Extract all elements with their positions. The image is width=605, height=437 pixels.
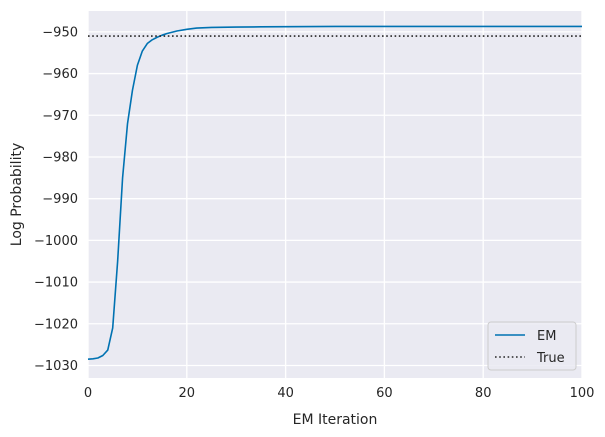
legend-label-true: True — [536, 351, 565, 366]
plot-area — [88, 11, 582, 378]
x-tick-label: 0 — [84, 386, 92, 401]
y-axis-label: Log Probability — [9, 143, 25, 246]
y-tick-label: −970 — [42, 109, 78, 124]
y-tick-label: −960 — [42, 67, 78, 82]
tick-labels: 0 20 40 60 80 100 −950 −960 −970 −980 −990 −1000 −10… — [34, 25, 594, 401]
series-lines — [87, 25, 582, 361]
y-tick-label: −1030 — [34, 359, 78, 374]
y-tick-label: −1010 — [34, 276, 78, 291]
y-tick-label: −1000 — [34, 234, 78, 249]
x-axis-label: EM Iteration — [293, 412, 378, 428]
x-tick-label: 20 — [179, 386, 196, 401]
x-tick-label: 100 — [570, 386, 595, 401]
x-tick-label: 80 — [475, 386, 492, 401]
gridlines — [87, 11, 583, 378]
legend: EM True — [487, 321, 577, 371]
y-tick-label: −1020 — [34, 317, 78, 332]
x-tick-label: 60 — [376, 386, 393, 401]
y-tick-label: −980 — [42, 150, 78, 165]
legend-box — [487, 321, 577, 371]
legend-label-em: EM — [537, 329, 556, 344]
y-tick-label: −950 — [42, 25, 78, 40]
x-tick-label: 40 — [277, 386, 294, 401]
series-line-em — [87, 25, 582, 361]
y-tick-label: −990 — [42, 192, 78, 207]
